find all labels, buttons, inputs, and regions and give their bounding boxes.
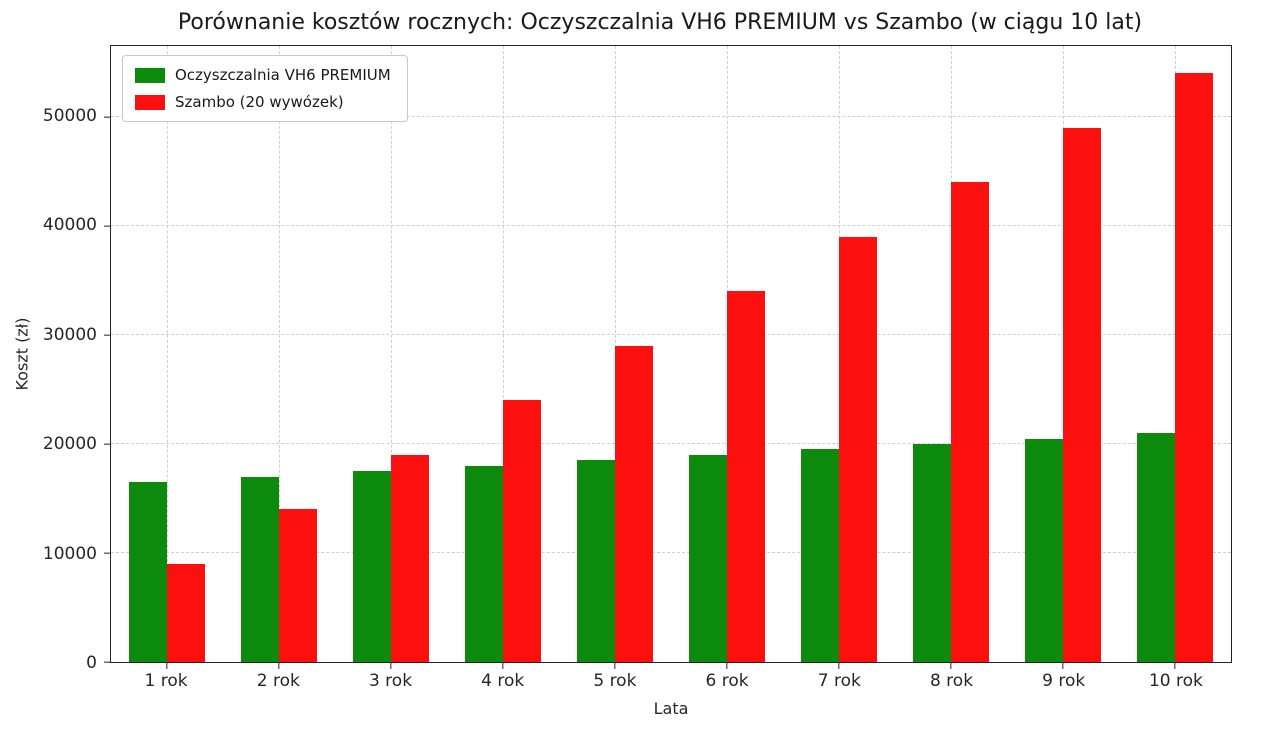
y-tick-mark (104, 225, 111, 227)
bar-szambo-2-rok (279, 509, 318, 662)
bar-oczyszczalnia-1-rok (128, 482, 167, 662)
x-tick-label: 4 rok (481, 671, 525, 691)
bar-oczyszczalnia-7-rok (800, 449, 839, 662)
y-tick-label: 40000 (42, 215, 97, 236)
legend-swatch-red (135, 94, 165, 110)
x-tick-mark (502, 662, 504, 669)
bar-oczyszczalnia-4-rok (464, 465, 503, 662)
x-tick-label: 9 rok (1042, 671, 1086, 691)
bar-oczyszczalnia-2-rok (240, 476, 279, 662)
x-tick-label: 2 rok (256, 671, 300, 691)
bar-szambo-8-rok (951, 182, 990, 662)
gridline-horizontal (111, 333, 1231, 335)
bar-oczyszczalnia-8-rok (912, 443, 951, 662)
y-tick-label: 30000 (42, 324, 97, 345)
legend: Oczyszczalnia VH6 PREMIUM Szambo (20 wyw… (122, 55, 408, 122)
x-tick-label: 8 rok (929, 671, 974, 691)
y-axis-tick-labels: 0 10000 20000 30000 40000 50000 (0, 45, 97, 673)
y-tick-mark (104, 552, 111, 554)
x-tick-label: 6 rok (705, 671, 749, 691)
x-tick-mark (950, 662, 952, 669)
legend-label-szambo: Szambo (20 wywózek) (175, 93, 344, 111)
y-tick-mark (104, 116, 111, 118)
y-tick-mark (104, 661, 111, 663)
x-tick-mark (1174, 662, 1176, 669)
x-tick-label: 5 rok (593, 671, 637, 691)
x-tick-label: 3 rok (368, 671, 413, 691)
bar-oczyszczalnia-10-rok (1136, 433, 1175, 662)
x-tick-mark (726, 662, 728, 669)
y-tick-mark (104, 443, 111, 445)
x-tick-mark (614, 662, 616, 669)
y-tick-label: 20000 (42, 434, 97, 455)
bar-oczyszczalnia-6-rok (688, 454, 727, 662)
bar-szambo-9-rok (1063, 127, 1102, 662)
x-tick-mark (838, 662, 840, 669)
y-tick-mark (104, 334, 111, 336)
gridline-vertical (167, 46, 168, 662)
bar-oczyszczalnia-3-rok (352, 471, 391, 662)
bar-szambo-6-rok (727, 291, 766, 662)
gridline-vertical (391, 46, 392, 662)
gridline-horizontal (111, 115, 1231, 117)
x-tick-label: 1 rok (144, 671, 188, 691)
bar-szambo-7-rok (839, 236, 878, 662)
bar-oczyszczalnia-5-rok (576, 460, 615, 662)
gridline-horizontal (111, 224, 1231, 226)
bar-oczyszczalnia-9-rok (1024, 438, 1063, 662)
legend-item-szambo: Szambo (20 wywózek) (135, 93, 391, 111)
x-tick-mark (278, 662, 280, 669)
legend-swatch-green (135, 67, 165, 83)
legend-label-oczyszczalnia: Oczyszczalnia VH6 PREMIUM (175, 66, 391, 84)
gridline-vertical (279, 46, 280, 662)
legend-item-oczyszczalnia: Oczyszczalnia VH6 PREMIUM (135, 66, 391, 84)
x-tick-mark (1062, 662, 1064, 669)
y-tick-label: 10000 (42, 543, 97, 564)
x-tick-label: 10 rok (1148, 671, 1203, 691)
gridline-horizontal (111, 551, 1231, 553)
x-tick-label: 7 rok (817, 671, 861, 691)
x-axis-label: Lata (653, 699, 689, 718)
plot-area: Oczyszczalnia VH6 PREMIUM Szambo (20 wyw… (104, 45, 1232, 669)
x-tick-mark (166, 662, 168, 669)
bar-szambo-10-rok (1175, 73, 1214, 662)
bar-szambo-3-rok (391, 454, 430, 662)
gridline-vertical (503, 46, 504, 662)
x-tick-mark (390, 662, 392, 669)
gridline-horizontal (111, 442, 1231, 444)
chart-title: Porównanie kosztów rocznych: Oczyszczaln… (177, 10, 1143, 35)
y-tick-label: 0 (86, 653, 97, 673)
x-axis-tick-labels: 1 rok 2 rok 3 rok 4 rok 5 rok 6 rok 7 rok 8 rok… (110, 671, 1232, 695)
bar-szambo-1-rok (167, 563, 206, 662)
y-tick-label: 50000 (42, 106, 97, 127)
bar-szambo-4-rok (503, 400, 542, 662)
bar-szambo-5-rok (615, 345, 654, 662)
